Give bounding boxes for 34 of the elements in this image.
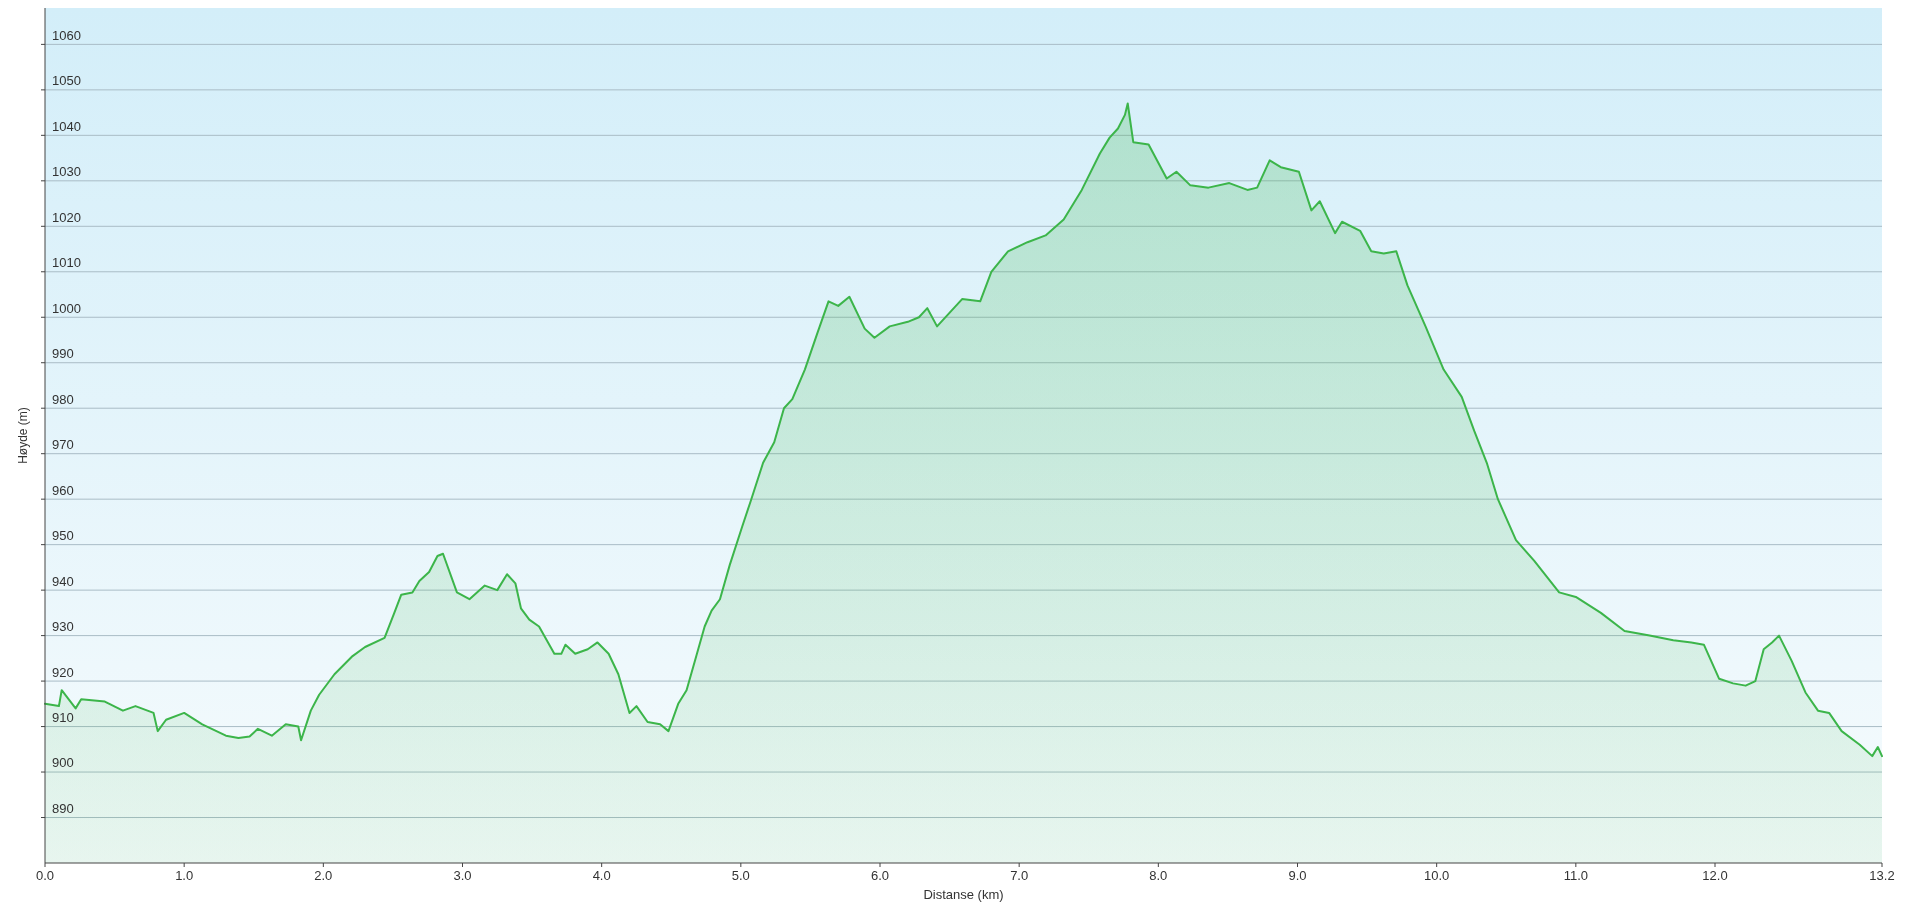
y-tick-label: 910 xyxy=(52,710,74,725)
y-tick-label: 980 xyxy=(52,391,74,407)
x-tick-label: 7.0 xyxy=(1010,868,1029,883)
x-tick-label: 3.0 xyxy=(453,868,472,883)
y-tick-label: 1010 xyxy=(52,255,81,271)
x-tick-label: 6.0 xyxy=(870,868,890,883)
y-tick-label: 960 xyxy=(52,482,74,498)
y-tick-label: 970 xyxy=(52,437,74,453)
x-tick-label: 5.0 xyxy=(731,868,750,883)
y-tick-label: 920 xyxy=(52,664,74,680)
y-tick-label: 1030 xyxy=(52,164,81,180)
x-tick-label: 0.0 xyxy=(35,868,55,883)
x-tick-label: 4.0 xyxy=(592,868,611,883)
y-tick-label: 930 xyxy=(52,619,74,635)
y-tick-label: 1060 xyxy=(52,27,81,43)
x-tick-label: 2.0 xyxy=(314,868,333,883)
y-tick-label: 1040 xyxy=(52,118,81,134)
y-tick-label: 890 xyxy=(52,800,74,816)
y-tick-label: 950 xyxy=(52,528,74,544)
x-tick-label: 11.0 xyxy=(1563,868,1589,883)
x-tick-label: 1.0 xyxy=(175,868,194,883)
x-tick-label: 9.0 xyxy=(1288,868,1307,883)
y-tick-label: 1000 xyxy=(52,300,81,316)
y-tick-label: 1050 xyxy=(52,73,81,89)
x-tick-label: 13.2 xyxy=(1869,868,1895,883)
y-tick-label: 1020 xyxy=(52,209,81,225)
y-tick-label: 990 xyxy=(52,346,74,362)
x-axis-title: Distanse (km) xyxy=(923,887,1004,902)
x-tick-label: 12.0 xyxy=(1702,868,1728,883)
y-axis-title: Høyde (m) xyxy=(16,407,30,464)
x-tick-label: 10.0 xyxy=(1424,868,1450,883)
y-tick-label: 900 xyxy=(52,755,74,771)
x-tick-label: 8.0 xyxy=(1149,868,1168,883)
y-tick-label: 940 xyxy=(52,573,74,589)
